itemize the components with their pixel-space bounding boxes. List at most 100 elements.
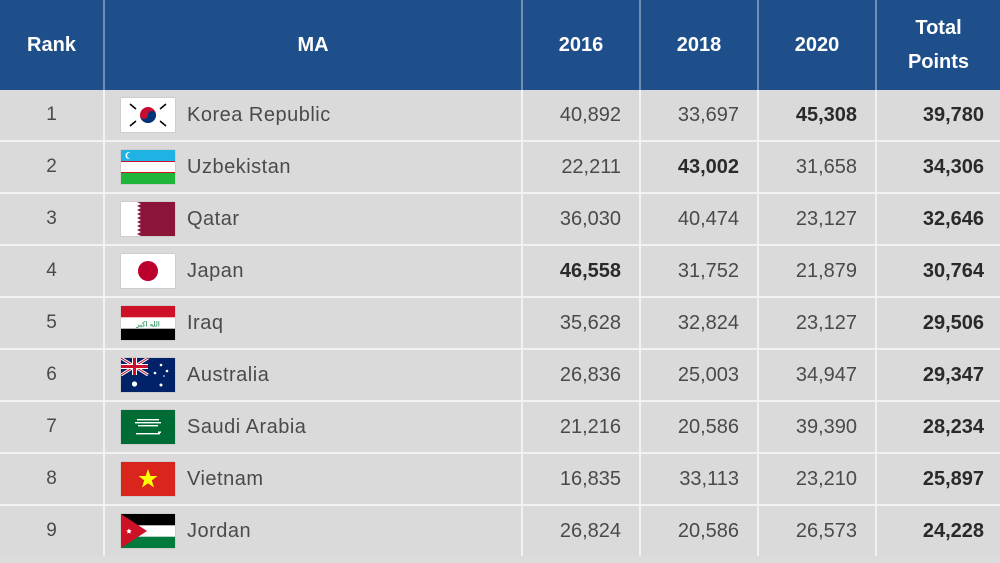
points-2016-cell: 22,211	[522, 140, 641, 193]
table-row: 3 Qatar 36,030 40,474 23,127 32,646	[0, 192, 1000, 245]
ma-cell: Australia	[104, 348, 523, 401]
rank-cell: 2	[0, 140, 105, 193]
points-2018-cell: 32,824	[640, 296, 759, 349]
points-2016-cell: 46,558	[522, 244, 641, 297]
country-name: Australia	[187, 363, 270, 386]
svg-text:الله اكبر: الله اكبر	[135, 321, 160, 329]
ma-wrapper: Australia	[105, 358, 521, 392]
points-2016-cell: 26,836	[522, 348, 641, 401]
points-2016-cell: 16,835	[522, 452, 641, 505]
points-2020-cell: 31,658	[758, 140, 877, 193]
table-row: 2 Uzbekistan 22,211 43,002 31,658 34,306	[0, 140, 1000, 193]
ma-cell: Uzbekistan	[104, 140, 523, 193]
table-row: 8 Vietnam 16,835 33,113 23,210 25,897	[0, 452, 1000, 505]
ma-cell: Jordan	[104, 504, 523, 556]
uzbekistan-flag-icon	[121, 150, 175, 184]
ma-wrapper: Uzbekistan	[105, 150, 521, 184]
country-name: Qatar	[187, 207, 240, 230]
points-2020-cell: 23,210	[758, 452, 877, 505]
header-2018: 2018	[640, 0, 759, 90]
points-2016-cell: 40,892	[522, 90, 641, 141]
points-2018-cell: 25,003	[640, 348, 759, 401]
header-total-line2: Points	[907, 51, 970, 73]
points-2020-cell: 21,879	[758, 244, 877, 297]
ma-wrapper: Vietnam	[105, 462, 521, 496]
country-name: Vietnam	[187, 467, 264, 490]
ma-wrapper: Jordan	[105, 514, 521, 548]
header-rank: Rank	[0, 0, 105, 90]
points-2016-cell: 26,824	[522, 504, 641, 556]
rank-cell: 4	[0, 244, 105, 297]
table-row: 5 الله اكبر Iraq 35,628 32,824 23,127 29…	[0, 296, 1000, 349]
rank-cell: 7	[0, 400, 105, 453]
header-total-points: Total Points	[876, 0, 1000, 90]
ma-cell: الله اكبر Iraq	[104, 296, 523, 349]
total-points-cell: 25,897	[876, 452, 1000, 505]
ma-wrapper: الله اكبر Iraq	[105, 306, 521, 340]
ma-cell: Qatar	[104, 192, 523, 245]
ma-wrapper: Korea Republic	[105, 98, 521, 132]
rank-cell: 5	[0, 296, 105, 349]
points-2018-cell: 31,752	[640, 244, 759, 297]
total-points-cell: 29,347	[876, 348, 1000, 401]
points-2018-cell: 20,586	[640, 400, 759, 453]
points-2016-cell: 21,216	[522, 400, 641, 453]
total-points-cell: 32,646	[876, 192, 1000, 245]
points-2020-cell: 34,947	[758, 348, 877, 401]
country-name: Uzbekistan	[187, 155, 291, 178]
country-name: Japan	[187, 259, 244, 282]
japan-flag-icon	[121, 254, 175, 288]
korea-flag-icon	[121, 98, 175, 132]
table-row: 6 Australia 26,836 25,003 34,947 29,347	[0, 348, 1000, 401]
vietnam-flag-icon	[121, 462, 175, 496]
header-ma: MA	[104, 0, 523, 90]
total-points-cell: 28,234	[876, 400, 1000, 453]
points-2016-cell: 35,628	[522, 296, 641, 349]
points-2018-cell: 33,697	[640, 90, 759, 141]
country-name: Saudi Arabia	[187, 415, 307, 438]
points-2020-cell: 23,127	[758, 192, 877, 245]
ma-wrapper: Qatar	[105, 202, 521, 236]
total-points-cell: 30,764	[876, 244, 1000, 297]
table-row: 7 Saudi Arabia 21,216 20,586 39,390 28,2…	[0, 400, 1000, 453]
points-2020-cell: 45,308	[758, 90, 877, 141]
country-name: Korea Republic	[187, 103, 331, 126]
points-2018-cell: 43,002	[640, 140, 759, 193]
ma-wrapper: Japan	[105, 254, 521, 288]
points-2016-cell: 36,030	[522, 192, 641, 245]
ma-cell: Korea Republic	[104, 90, 523, 141]
ma-wrapper: Saudi Arabia	[105, 410, 521, 444]
rank-cell: 8	[0, 452, 105, 505]
ma-cell: Japan	[104, 244, 523, 297]
header-total-line1: Total	[915, 17, 962, 39]
total-points-cell: 24,228	[876, 504, 1000, 556]
points-2018-cell: 40,474	[640, 192, 759, 245]
iraq-flag-icon: الله اكبر	[121, 306, 175, 340]
rank-cell: 9	[0, 504, 105, 556]
header-row: Rank MA 2016 2018 2020 Total Points	[0, 0, 1000, 90]
points-2020-cell: 23,127	[758, 296, 877, 349]
table-row: 4 Japan 46,558 31,752 21,879 30,764	[0, 244, 1000, 297]
header-2020: 2020	[758, 0, 877, 90]
ma-cell: Saudi Arabia	[104, 400, 523, 453]
total-points-cell: 39,780	[876, 90, 1000, 141]
country-name: Iraq	[187, 311, 224, 334]
australia-flag-icon	[121, 358, 175, 392]
country-name: Jordan	[187, 519, 252, 542]
jordan-flag-icon	[121, 514, 175, 548]
ma-cell: Vietnam	[104, 452, 523, 505]
points-2020-cell: 26,573	[758, 504, 877, 556]
points-2020-cell: 39,390	[758, 400, 877, 453]
qatar-flag-icon	[121, 202, 175, 236]
table-row: 9 Jordan 26,824 20,586 26,573 24,228	[0, 504, 1000, 556]
saudi-arabia-flag-icon	[121, 410, 175, 444]
rank-cell: 3	[0, 192, 105, 245]
total-points-cell: 34,306	[876, 140, 1000, 193]
total-points-cell: 29,506	[876, 296, 1000, 349]
rank-cell: 6	[0, 348, 105, 401]
points-2018-cell: 20,586	[640, 504, 759, 556]
header-2016: 2016	[522, 0, 641, 90]
table-row: 1 Korea Republic 40,892 33,697 45,308 39…	[0, 90, 1000, 141]
points-2018-cell: 33,113	[640, 452, 759, 505]
